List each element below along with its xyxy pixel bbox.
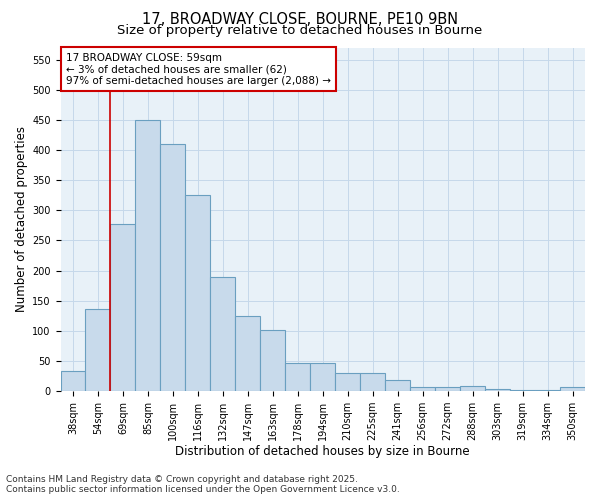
Bar <box>211 276 235 391</box>
Bar <box>485 388 510 391</box>
Bar <box>235 316 260 391</box>
Bar <box>335 373 360 391</box>
Bar <box>110 224 136 391</box>
Bar <box>260 330 285 391</box>
Bar <box>385 380 410 391</box>
Text: 17 BROADWAY CLOSE: 59sqm
← 3% of detached houses are smaller (62)
97% of semi-de: 17 BROADWAY CLOSE: 59sqm ← 3% of detache… <box>66 52 331 86</box>
Bar <box>510 390 535 391</box>
Bar <box>560 388 585 391</box>
Bar <box>435 387 460 391</box>
Text: Size of property relative to detached houses in Bourne: Size of property relative to detached ho… <box>118 24 482 37</box>
Text: 17, BROADWAY CLOSE, BOURNE, PE10 9BN: 17, BROADWAY CLOSE, BOURNE, PE10 9BN <box>142 12 458 28</box>
Bar <box>535 390 560 391</box>
Bar <box>310 364 335 391</box>
Text: Contains HM Land Registry data © Crown copyright and database right 2025.
Contai: Contains HM Land Registry data © Crown c… <box>6 474 400 494</box>
Bar <box>160 144 185 391</box>
Bar <box>360 373 385 391</box>
Bar <box>185 195 211 391</box>
Bar <box>136 120 160 391</box>
Bar <box>410 387 435 391</box>
Bar <box>61 371 85 391</box>
Y-axis label: Number of detached properties: Number of detached properties <box>15 126 28 312</box>
Bar <box>460 386 485 391</box>
Bar <box>85 309 110 391</box>
X-axis label: Distribution of detached houses by size in Bourne: Distribution of detached houses by size … <box>175 444 470 458</box>
Bar <box>285 364 310 391</box>
